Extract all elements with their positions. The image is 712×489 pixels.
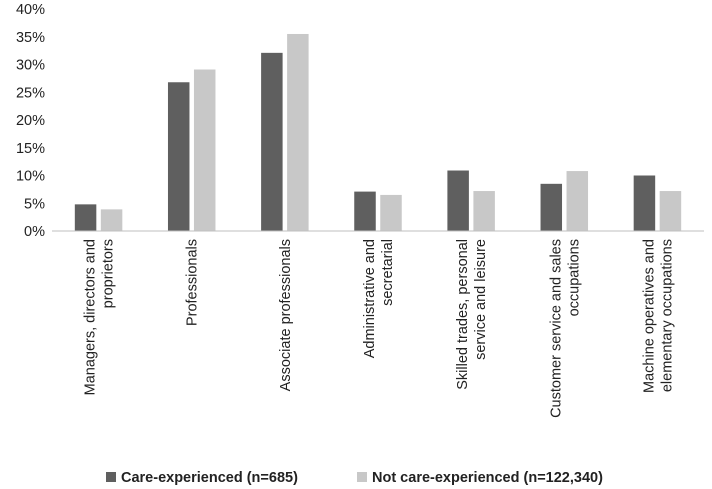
bar-not-care-experienced-3 — [380, 194, 402, 231]
category-label-3: Administrative and secretarial — [362, 239, 396, 358]
category-label-line: secretarial — [380, 239, 396, 306]
category-label-line: elementary occupations — [659, 239, 675, 392]
bar-care-experienced-4 — [447, 170, 469, 231]
y-tick-label: 10% — [16, 169, 45, 185]
x-axis: Managers, directors and proprietors Profes… — [52, 230, 704, 418]
bar-not-care-experienced-4 — [473, 191, 495, 231]
y-tick-label: 30% — [16, 58, 45, 74]
category-label-line: occupations — [566, 239, 582, 316]
legend-label-not-care-experienced: Not care-experienced (n=122,340) — [372, 470, 603, 486]
y-tick-label: 5% — [24, 196, 45, 212]
bar-care-experienced-5 — [540, 183, 563, 231]
bar-not-care-experienced-2 — [287, 33, 309, 231]
bar-care-experienced-2 — [261, 52, 283, 231]
category-label-line: Administrative and — [362, 239, 378, 358]
bar-not-care-experienced-6 — [659, 191, 682, 231]
category-label-line: service and leisure — [473, 239, 489, 360]
bar-care-experienced-6 — [633, 175, 656, 231]
category-label-line: Managers, directors and — [83, 239, 99, 395]
legend-swatch-care-experienced — [106, 472, 116, 482]
category-label-4: Skilled trades, personal service and leis… — [455, 239, 489, 390]
category-label-6: Machine operatives and elementary occupat… — [641, 239, 675, 393]
category-label-1: Professionals — [185, 239, 201, 326]
bar-care-experienced-3 — [354, 191, 376, 231]
y-tick-label: 15% — [16, 141, 45, 157]
category-label-0: Managers, directors and proprietors — [83, 239, 117, 395]
category-label-line: Customer service and sales — [548, 239, 564, 418]
category-label-2: Associate professionals — [278, 239, 294, 391]
y-tick-label: 40% — [16, 2, 45, 18]
y-tick-label: 0% — [24, 224, 45, 240]
legend-label-care-experienced: Care-experienced (n=685) — [121, 470, 298, 486]
category-label-line: proprietors — [101, 239, 117, 308]
category-label-line: Associate professionals — [278, 239, 294, 391]
y-tick-label: 25% — [16, 85, 45, 101]
y-tick-label: 20% — [16, 113, 45, 129]
bar-care-experienced-0 — [74, 204, 97, 231]
category-label-line: Skilled trades, personal — [455, 239, 471, 390]
bars — [74, 33, 682, 232]
bar-care-experienced-1 — [167, 82, 190, 231]
legend-swatch-not-care-experienced — [357, 472, 367, 482]
category-label-5: Customer service and sales occupations — [548, 239, 582, 418]
category-label-line: Professionals — [185, 239, 201, 326]
legend: Care-experienced (n=685) Not care-experie… — [106, 470, 603, 486]
category-label-line: Machine operatives and — [641, 239, 657, 393]
bar-not-care-experienced-0 — [100, 209, 123, 231]
y-tick-label: 35% — [16, 30, 45, 46]
bar-not-care-experienced-5 — [566, 171, 589, 231]
y-axis: 0% 5% 10% 15% 20% 25% 30% 35% 40% — [16, 2, 45, 240]
bar-not-care-experienced-1 — [193, 69, 216, 232]
